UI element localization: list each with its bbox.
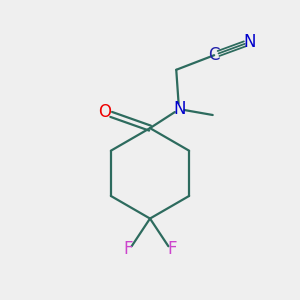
Text: N: N [173, 100, 185, 118]
Text: F: F [123, 240, 133, 258]
Text: O: O [98, 103, 111, 121]
Text: F: F [167, 240, 177, 258]
Text: C: C [208, 46, 220, 64]
Text: N: N [243, 33, 255, 51]
